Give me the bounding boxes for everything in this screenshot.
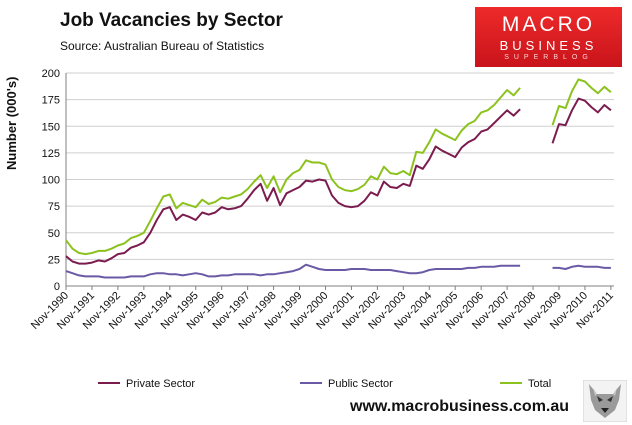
- y-tick-label: 175: [42, 95, 60, 107]
- logo-line-3: SUPERBLOG: [504, 54, 593, 61]
- brand-logo[interactable]: MACRO BUSINESS SUPERBLOG: [475, 7, 622, 67]
- logo-line-1: MACRO: [501, 13, 596, 36]
- legend-label-public-sector: Public Sector: [328, 378, 393, 390]
- y-tick-label: 200: [42, 68, 60, 80]
- series-line-total-seg1: [65, 87, 521, 256]
- series-line-public-sector-seg1: [65, 263, 521, 279]
- series-lines: [65, 78, 612, 279]
- y-tick-label: 125: [42, 148, 60, 160]
- wolf-logo-icon: [583, 380, 627, 422]
- series-line-public-sector-seg2: [552, 264, 611, 270]
- y-tick-label: 0: [54, 281, 60, 293]
- footer-url[interactable]: www.macrobusiness.com.au: [350, 398, 570, 415]
- legend: Private Sector Public Sector Total: [98, 378, 551, 390]
- y-tick-label: 25: [48, 254, 60, 266]
- x-axis-ticks: Nov-1990Nov-1991Nov-1992Nov-1993Nov-1994…: [29, 286, 616, 332]
- legend-label-total: Total: [528, 378, 551, 390]
- gridlines: [65, 72, 614, 287]
- y-tick-label: 75: [48, 201, 60, 213]
- y-tick-label: 50: [48, 228, 60, 240]
- series-line-private-sector-seg2: [551, 97, 612, 144]
- chart-title: Job Vacancies by Sector: [60, 10, 283, 31]
- series-line-private-sector-seg1: [65, 108, 521, 265]
- series-line-total-seg2: [551, 78, 612, 126]
- logo-line-2: BUSINESS: [499, 38, 598, 53]
- y-tick-label: 100: [42, 175, 60, 187]
- y-tick-label: 150: [42, 121, 60, 133]
- y-axis-ticks: 0 25 50 75 100 125 150 175 200: [42, 68, 60, 293]
- chart-source: Source: Australian Bureau of Statistics: [60, 39, 265, 53]
- legend-label-private-sector: Private Sector: [126, 378, 195, 390]
